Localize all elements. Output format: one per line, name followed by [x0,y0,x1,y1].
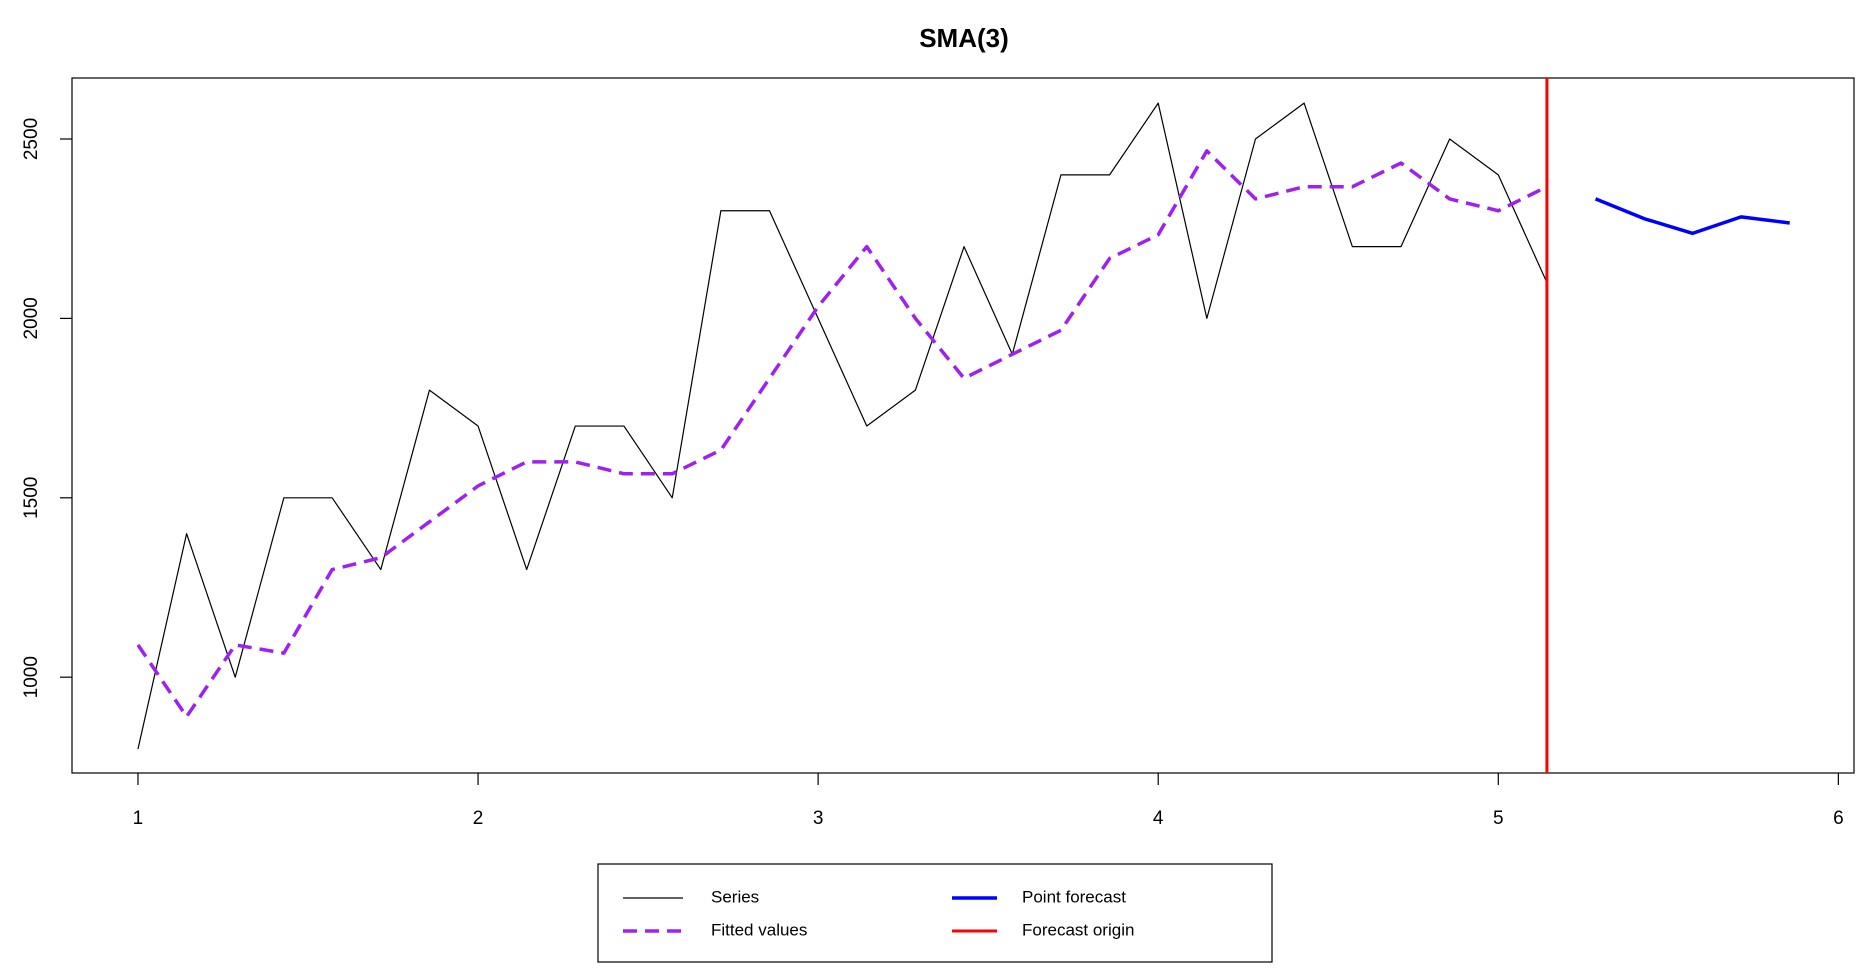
x-tick-label: 3 [813,808,824,829]
y-tick-label: 2000 [21,297,42,339]
plot-frame [71,77,1855,774]
x-tick-label: 5 [1493,808,1504,829]
legend-label: Series [711,887,759,906]
series-line [137,102,1548,750]
legend-label: Point forecast [1022,887,1126,906]
x-tick-label: 6 [1833,808,1844,829]
y-tick-label: 1000 [21,656,42,698]
y-tick-label: 2500 [21,118,42,160]
x-tick-label: 4 [1153,808,1164,829]
legend-label: Forecast origin [1022,920,1134,939]
series-line [136,149,1548,719]
legend-label: Fitted values [711,920,807,939]
x-tick-label: 1 [133,808,144,829]
series-line [1594,197,1790,236]
legend-box [597,863,1273,963]
x-tick-label: 2 [473,808,484,829]
y-tick-label: 1500 [21,477,42,519]
chart-title: SMA(3) [919,23,1009,53]
